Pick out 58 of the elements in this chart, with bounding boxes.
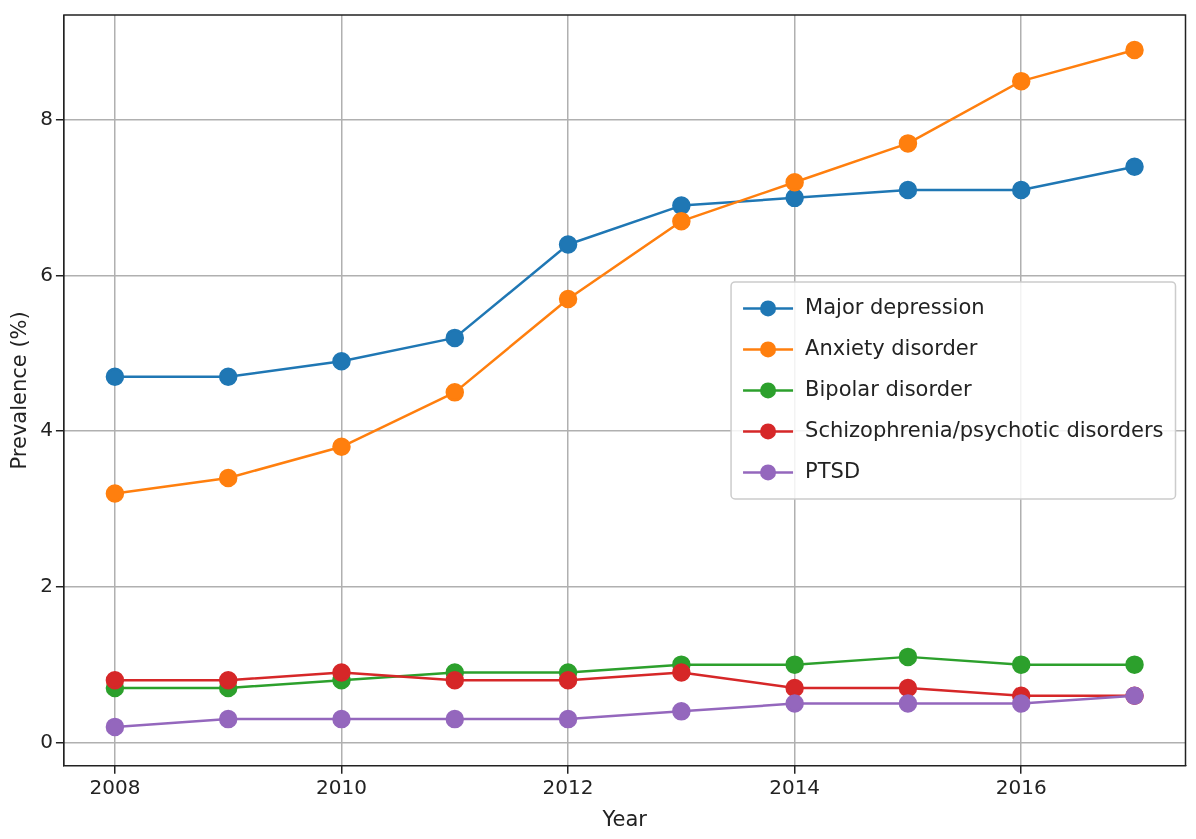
point <box>218 367 238 387</box>
point <box>332 663 351 682</box>
point <box>332 709 351 729</box>
point <box>218 468 238 488</box>
y-tick-label: 0 <box>40 728 53 753</box>
x-tick-label: 2014 <box>769 775 821 799</box>
legend-label: Major depression <box>805 294 985 319</box>
point <box>672 663 691 682</box>
point <box>898 180 918 200</box>
x-tick-label: 2016 <box>995 775 1047 799</box>
point <box>332 437 351 457</box>
x-tick-label: 2008 <box>89 775 141 799</box>
point <box>218 670 238 690</box>
point <box>898 678 918 698</box>
y-tick-label: 2 <box>40 573 53 598</box>
point <box>105 670 125 690</box>
legend-label: Bipolar disorder <box>805 376 972 401</box>
point <box>218 709 238 729</box>
point <box>1011 180 1031 200</box>
point <box>785 655 804 674</box>
point <box>558 289 578 309</box>
point <box>672 196 691 215</box>
point <box>1011 71 1031 91</box>
point <box>445 709 465 729</box>
x-tick-label: 2010 <box>316 775 367 799</box>
point <box>105 484 125 503</box>
point <box>672 211 691 231</box>
point <box>445 383 465 402</box>
point <box>785 188 804 208</box>
point <box>785 678 804 698</box>
point <box>105 367 125 387</box>
legend-label: Anxiety disorder <box>805 335 978 360</box>
point <box>898 694 918 713</box>
point <box>558 670 578 690</box>
point <box>105 717 125 737</box>
point <box>898 647 918 667</box>
point <box>1011 655 1031 674</box>
y-tick-label: 6 <box>40 261 53 286</box>
y-tick-label: 8 <box>40 106 53 131</box>
point <box>445 670 465 690</box>
y-tick-label: 4 <box>40 417 53 442</box>
point <box>558 709 578 729</box>
point <box>785 694 804 713</box>
y-axis-title: Prevalence (%) <box>7 311 32 470</box>
point <box>332 351 351 371</box>
point <box>1125 655 1144 674</box>
point <box>1125 40 1144 60</box>
x-axis-title: Year <box>601 806 648 831</box>
point <box>558 235 578 254</box>
x-tick-label: 2012 <box>542 775 594 799</box>
legend-label: Schizophrenia/psychotic disorders <box>805 417 1164 442</box>
legend-label: PTSD <box>805 458 861 483</box>
point <box>445 328 465 348</box>
point <box>898 134 918 153</box>
point <box>1011 694 1031 713</box>
point <box>1125 157 1144 176</box>
point <box>785 173 804 192</box>
point <box>672 702 691 721</box>
